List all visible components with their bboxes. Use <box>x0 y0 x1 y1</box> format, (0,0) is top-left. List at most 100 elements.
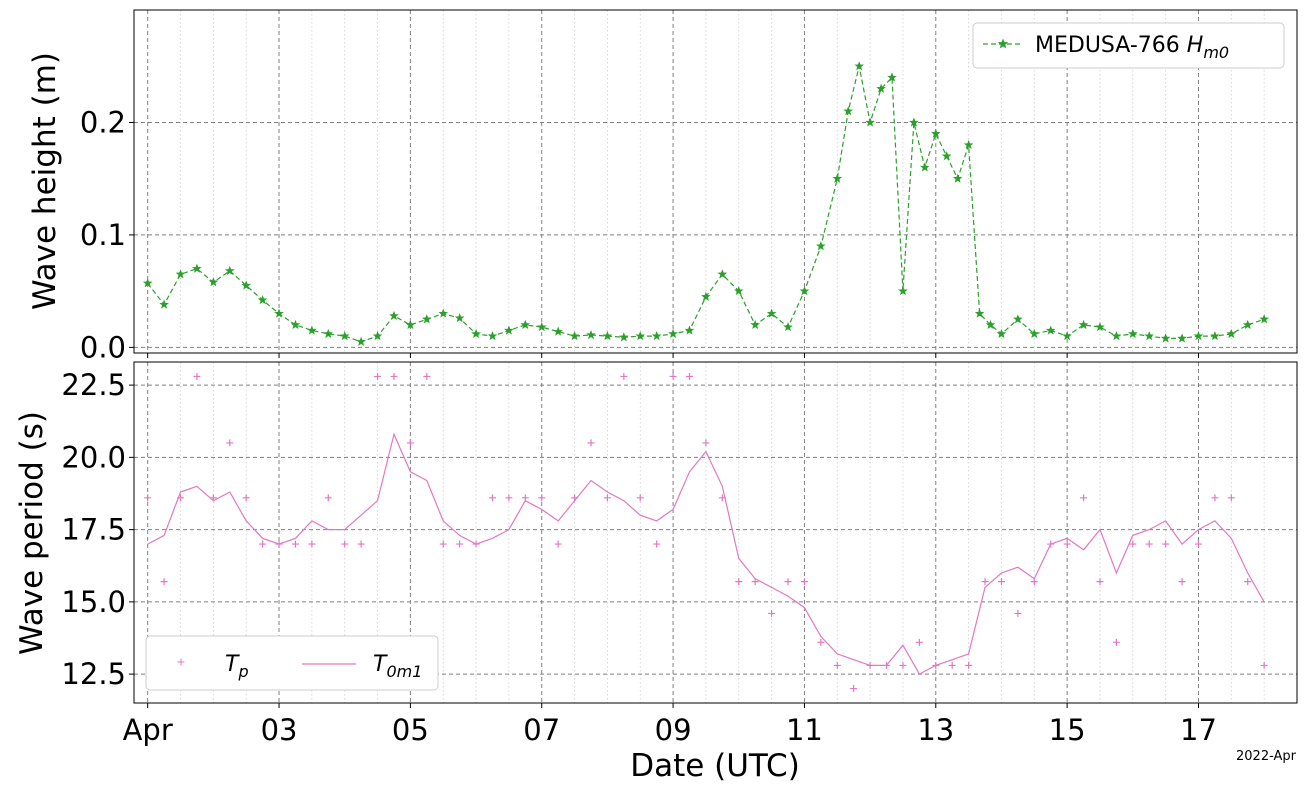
hm0-point <box>307 325 317 335</box>
tp-point <box>932 661 940 669</box>
hm0-point <box>750 319 761 329</box>
y-tick-label: 20.0 <box>61 440 126 474</box>
tp-point <box>242 494 250 502</box>
tp-point <box>850 685 858 693</box>
hm0-point <box>985 319 996 329</box>
bottom-panel: 12.5 15.0 17.5 20.0 22.5 Apr 03 05 07 09 11 13 15 17… <box>14 361 1298 784</box>
top-legend-label-math: H <box>1187 33 1204 58</box>
tp-point <box>1030 578 1038 586</box>
x-tick-label: 15 <box>1049 713 1086 747</box>
hm0-point <box>832 173 843 183</box>
tp-point <box>456 540 464 548</box>
tp-point <box>144 494 152 502</box>
top-series <box>142 61 1270 346</box>
hm0-point <box>602 331 613 341</box>
bottom-legend-box <box>145 635 439 691</box>
bottom-axes-frame <box>133 361 1298 704</box>
hm0-point <box>919 162 930 172</box>
bottom-grid <box>134 362 1298 703</box>
hm0-point <box>651 331 662 341</box>
top-legend-label-sub: m0 <box>1203 43 1229 62</box>
tp-point <box>718 494 726 502</box>
y-tick-label: 17.5 <box>61 513 126 547</box>
bottom-xlabel: Date (UTC) <box>630 748 800 784</box>
hm0-point <box>405 319 416 329</box>
hm0-point <box>1029 328 1040 338</box>
x-offset-label: 2022-Apr <box>1236 749 1297 764</box>
bottom-legend-tp-marker <box>177 658 185 666</box>
tp-point <box>1194 540 1202 548</box>
tp-point <box>488 494 496 502</box>
y-tick-label: 0.2 <box>80 105 126 139</box>
hm0-point <box>1013 314 1023 324</box>
hm0-point <box>142 278 153 288</box>
tp-point <box>636 494 644 502</box>
hm0-point <box>1078 319 1089 329</box>
top-legend-box <box>972 22 1285 69</box>
x-tick-label: 13 <box>917 713 954 747</box>
tp-point <box>160 578 168 586</box>
hm0-point <box>1193 331 1204 341</box>
hm0-point <box>865 117 875 127</box>
tp-label-math: T <box>225 652 240 677</box>
tp-point <box>1211 494 1219 502</box>
top-legend-label: MEDUSA-766 Hm0 <box>1035 33 1229 62</box>
hm0-point <box>887 72 897 82</box>
hm0-point <box>1045 325 1056 335</box>
hm0-series-line <box>147 66 1265 343</box>
hm0-point <box>553 326 563 336</box>
hm0-point <box>909 117 919 127</box>
hm0-point <box>586 329 596 340</box>
hm0-point <box>339 331 350 341</box>
tp-point <box>768 609 776 617</box>
hm0-point <box>635 331 645 341</box>
tp-point <box>209 494 217 502</box>
tp-point <box>735 578 743 586</box>
hm0-point <box>1127 328 1138 338</box>
hm0-point <box>421 314 432 324</box>
tp-point <box>1227 494 1235 502</box>
hm0-point <box>1062 331 1072 341</box>
tp-point <box>587 439 595 447</box>
hm0-point <box>974 308 985 318</box>
tp-point <box>817 638 825 646</box>
tp-point <box>308 540 316 548</box>
tp-point <box>948 661 956 669</box>
top-legend-label-prefix: MEDUSA-766 <box>1035 33 1187 58</box>
tp-point <box>1014 609 1022 617</box>
tp-point <box>751 578 759 586</box>
hm0-point <box>854 61 865 71</box>
tp-point <box>603 494 611 502</box>
hm0-point <box>356 336 366 346</box>
tp-point <box>1162 540 1170 548</box>
hm0-point <box>1226 328 1237 338</box>
tp-point <box>620 372 628 380</box>
tp-point <box>357 540 365 548</box>
hm0-point <box>323 328 334 338</box>
t0m1-label-sub: 0m1 <box>386 662 422 681</box>
top-yticks: 0.0 0.1 0.2 <box>80 105 134 364</box>
bottom-series <box>144 372 1268 693</box>
x-tick-label: Apr <box>123 713 173 747</box>
hm0-point <box>454 313 465 323</box>
bottom-legend: Tp T0m1 <box>145 635 439 691</box>
tp-point <box>439 540 447 548</box>
tp-point <box>883 661 891 669</box>
top-axes-frame <box>133 9 1298 354</box>
y-tick-label: 15.0 <box>61 585 126 619</box>
x-tick-label: 17 <box>1180 713 1217 747</box>
y-tick-label: 12.5 <box>61 657 126 691</box>
hm0-point <box>898 286 908 296</box>
tp-point <box>259 540 267 548</box>
tp-point <box>423 372 431 380</box>
t0m1-label-math: T <box>373 652 388 677</box>
tp-point <box>866 661 874 669</box>
tp-point <box>390 372 398 380</box>
hm0-point <box>471 328 481 338</box>
hm0-point <box>766 308 777 318</box>
hm0-point <box>274 308 284 318</box>
hm0-point <box>668 328 678 338</box>
tp-label-sub: p <box>237 662 248 681</box>
tp-point <box>702 439 710 447</box>
